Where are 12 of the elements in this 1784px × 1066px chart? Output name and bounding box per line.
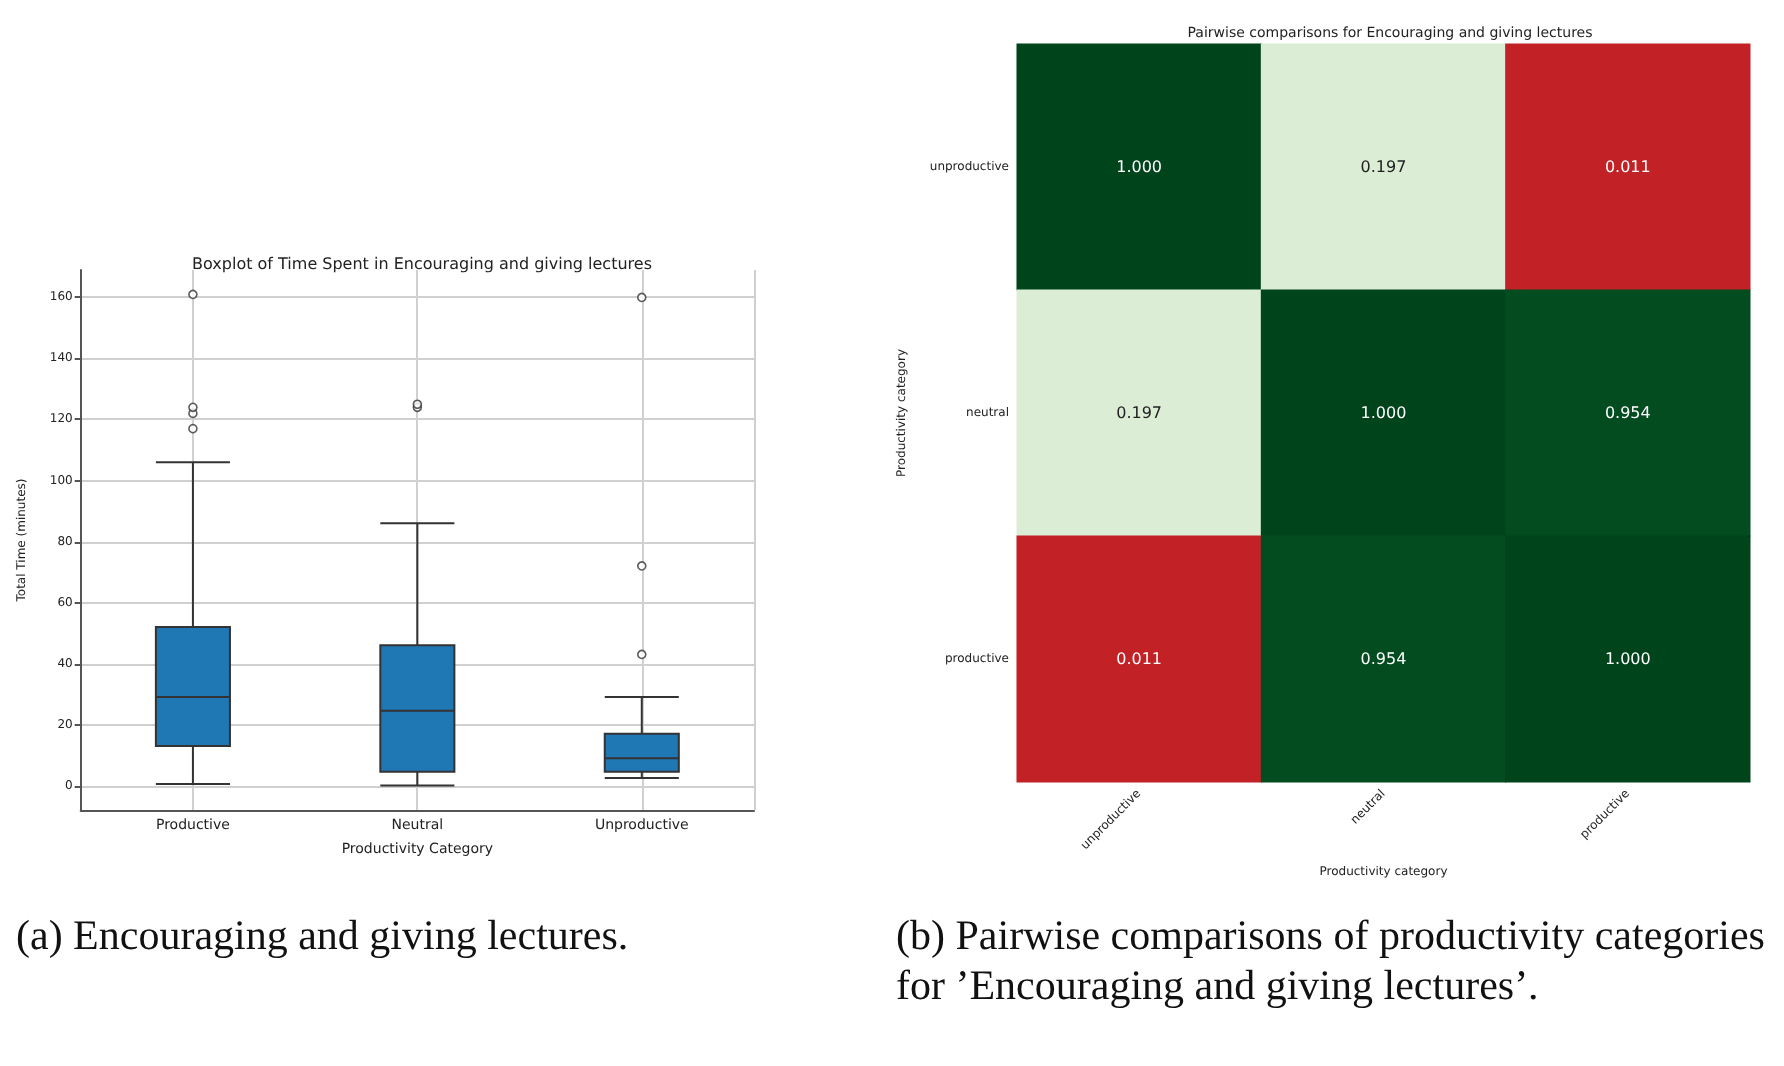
data-label: 0.954 xyxy=(1604,404,1651,422)
data-label: 1.000 xyxy=(1116,158,1163,176)
data-label: 1.000 xyxy=(1604,650,1651,668)
data-label: 1.000 xyxy=(1360,404,1407,422)
text: (b) Pairwise comparisons of productivity categories for ’Encouraging and giving lectures’. xyxy=(896,911,1776,1009)
data-label: 0.954 xyxy=(1360,650,1407,668)
data-label: 0.011 xyxy=(1604,158,1651,176)
data-label: 0.197 xyxy=(1116,404,1163,422)
chart-title: Boxplot of Time Spent in Encouraging and giving lectures xyxy=(192,255,652,273)
text: (a) Encouraging and giving lectures. xyxy=(16,911,629,959)
data-label: 0.011 xyxy=(1116,650,1163,668)
data-label: 0.197 xyxy=(1360,158,1407,176)
